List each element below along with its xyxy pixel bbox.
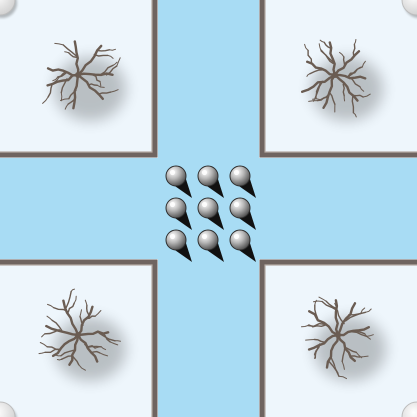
pin-unit-icon[interactable]	[165, 165, 192, 198]
corner-marker-top-right	[401, 0, 417, 18]
pin-unit-icon[interactable]	[165, 229, 192, 262]
pin-unit-icon[interactable]	[229, 197, 256, 230]
corner-marker-bottom-right	[401, 401, 417, 417]
bare-tree-icon	[42, 40, 126, 121]
bare-tree-icon	[301, 296, 386, 381]
pin-unit-icon[interactable]	[165, 197, 192, 230]
pin-unit-icon[interactable]	[197, 165, 224, 198]
pin-unit-icon[interactable]	[197, 197, 224, 230]
bare-tree-icon	[301, 39, 383, 121]
bare-tree-icon	[38, 288, 126, 381]
corner-marker-bottom-left	[0, 401, 17, 417]
pin-unit-icon[interactable]	[229, 229, 256, 262]
pin-unit-icon[interactable]	[229, 165, 256, 198]
corner-marker-top-left	[0, 0, 17, 18]
pin-unit-icon[interactable]	[197, 229, 224, 262]
